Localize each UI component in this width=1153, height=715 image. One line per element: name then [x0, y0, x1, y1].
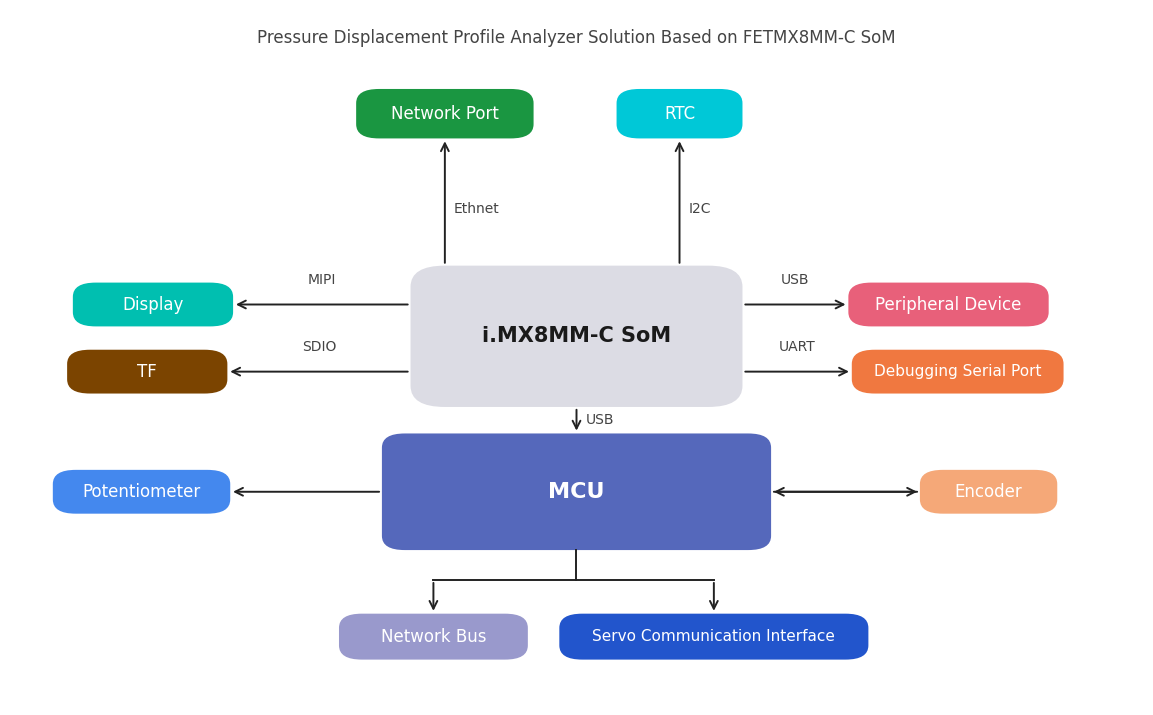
Text: Peripheral Device: Peripheral Device: [875, 295, 1022, 313]
Text: Encoder: Encoder: [955, 483, 1023, 500]
FancyBboxPatch shape: [559, 613, 868, 660]
Text: USB: USB: [586, 413, 615, 428]
Text: USB: USB: [782, 273, 809, 287]
FancyBboxPatch shape: [53, 470, 231, 513]
Text: Debugging Serial Port: Debugging Serial Port: [874, 364, 1041, 379]
Text: i.MX8MM-C SoM: i.MX8MM-C SoM: [482, 326, 671, 346]
Text: I2C: I2C: [688, 202, 711, 216]
Text: RTC: RTC: [664, 104, 695, 123]
FancyBboxPatch shape: [920, 470, 1057, 513]
Text: Pressure Displacement Profile Analyzer Solution Based on FETMX8MM-C SoM: Pressure Displacement Profile Analyzer S…: [257, 29, 896, 47]
FancyBboxPatch shape: [356, 89, 534, 139]
FancyBboxPatch shape: [410, 266, 743, 407]
FancyBboxPatch shape: [339, 613, 528, 660]
Text: Network Bus: Network Bus: [380, 628, 487, 646]
Text: SDIO: SDIO: [302, 340, 337, 354]
Text: MCU: MCU: [548, 482, 605, 502]
Text: Display: Display: [122, 295, 183, 313]
Text: TF: TF: [137, 363, 157, 380]
Text: Network Port: Network Port: [391, 104, 499, 123]
Text: Ethnet: Ethnet: [454, 202, 499, 216]
Text: Servo Communication Interface: Servo Communication Interface: [593, 629, 835, 644]
Text: MIPI: MIPI: [308, 273, 336, 287]
FancyBboxPatch shape: [382, 433, 771, 550]
FancyBboxPatch shape: [73, 282, 233, 327]
FancyBboxPatch shape: [852, 350, 1063, 393]
Text: Potentiometer: Potentiometer: [82, 483, 201, 500]
FancyBboxPatch shape: [617, 89, 743, 139]
FancyBboxPatch shape: [849, 282, 1049, 327]
Text: UART: UART: [778, 340, 815, 354]
FancyBboxPatch shape: [67, 350, 227, 393]
